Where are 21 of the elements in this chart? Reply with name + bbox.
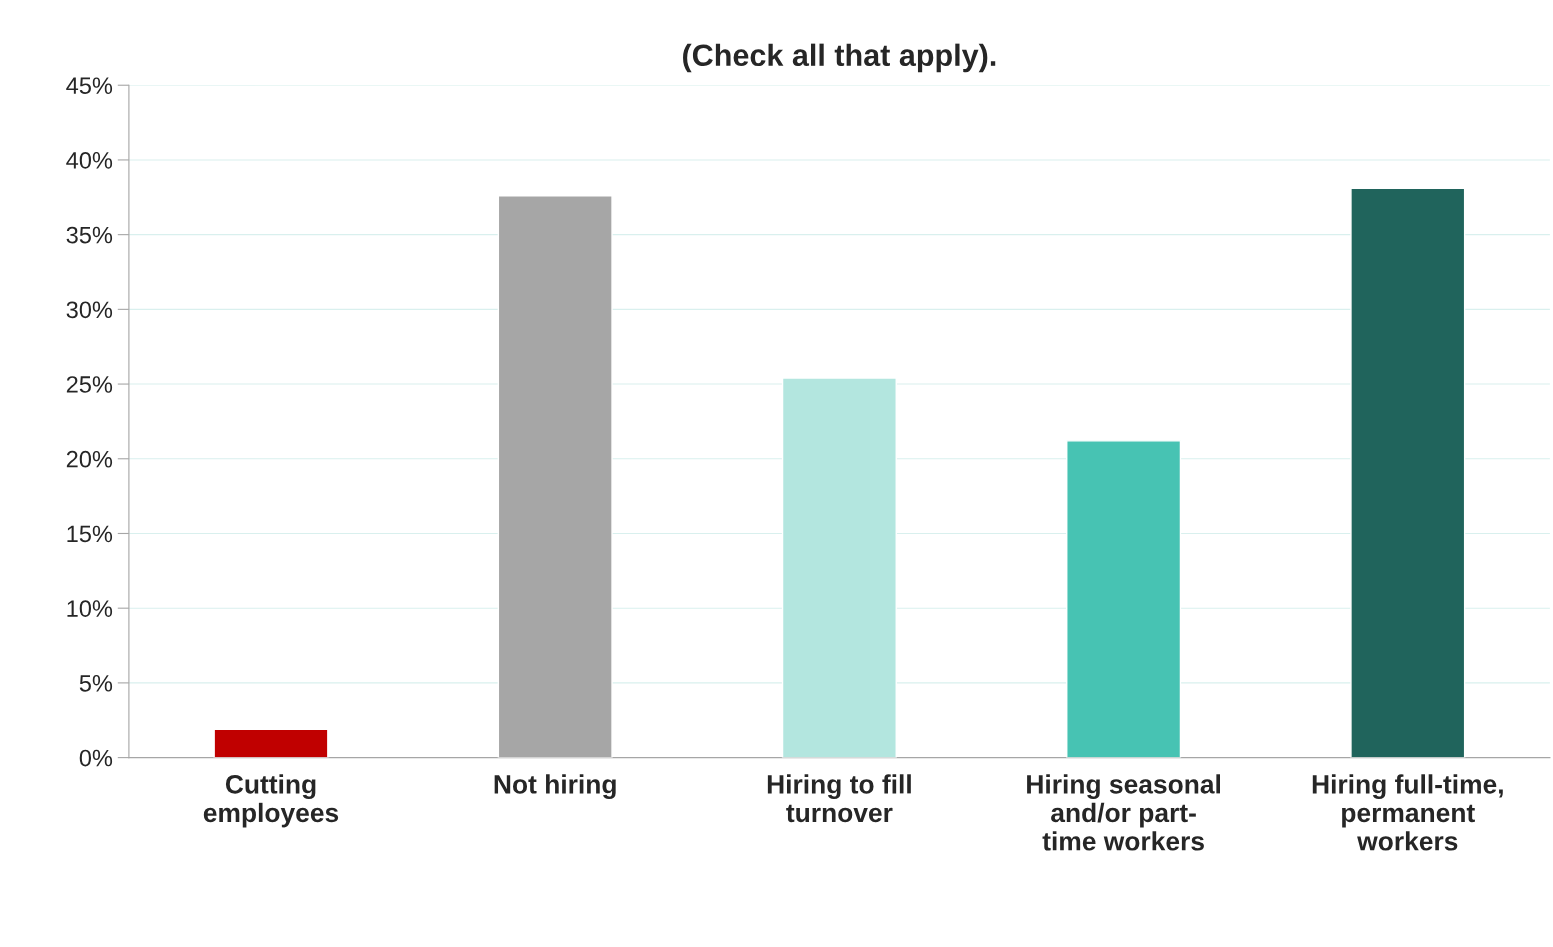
y-tick-label: 35% <box>66 226 113 244</box>
y-tick-label: 40% <box>66 152 113 169</box>
y-tick-label: 15% <box>67 525 113 543</box>
y-tick-label: 5% <box>79 675 113 692</box>
chart-title: (Check all that apply). <box>683 43 996 73</box>
x-tick-label: Hiring to fill turnover <box>767 774 911 823</box>
x-tick-label: Not hiring <box>494 774 616 799</box>
bar <box>497 195 613 758</box>
x-tick-label: Hiring full-time, permanent workers <box>1312 774 1503 851</box>
bar <box>1066 440 1182 758</box>
x-tick-label: Cutting employees <box>203 774 339 828</box>
bar <box>213 728 329 758</box>
x-tick-label: Hiring seasonal and/or part- time workers <box>1027 774 1220 851</box>
y-tick-label: 10% <box>67 600 113 617</box>
y-tick-label: 25% <box>66 376 113 393</box>
y-tick-label: 30% <box>66 301 113 319</box>
y-tick-label: 45% <box>66 77 113 95</box>
bar <box>781 377 897 758</box>
y-tick-label: 20% <box>66 450 113 468</box>
y-tick-label: 0% <box>79 749 113 767</box>
bar <box>1350 187 1466 758</box>
